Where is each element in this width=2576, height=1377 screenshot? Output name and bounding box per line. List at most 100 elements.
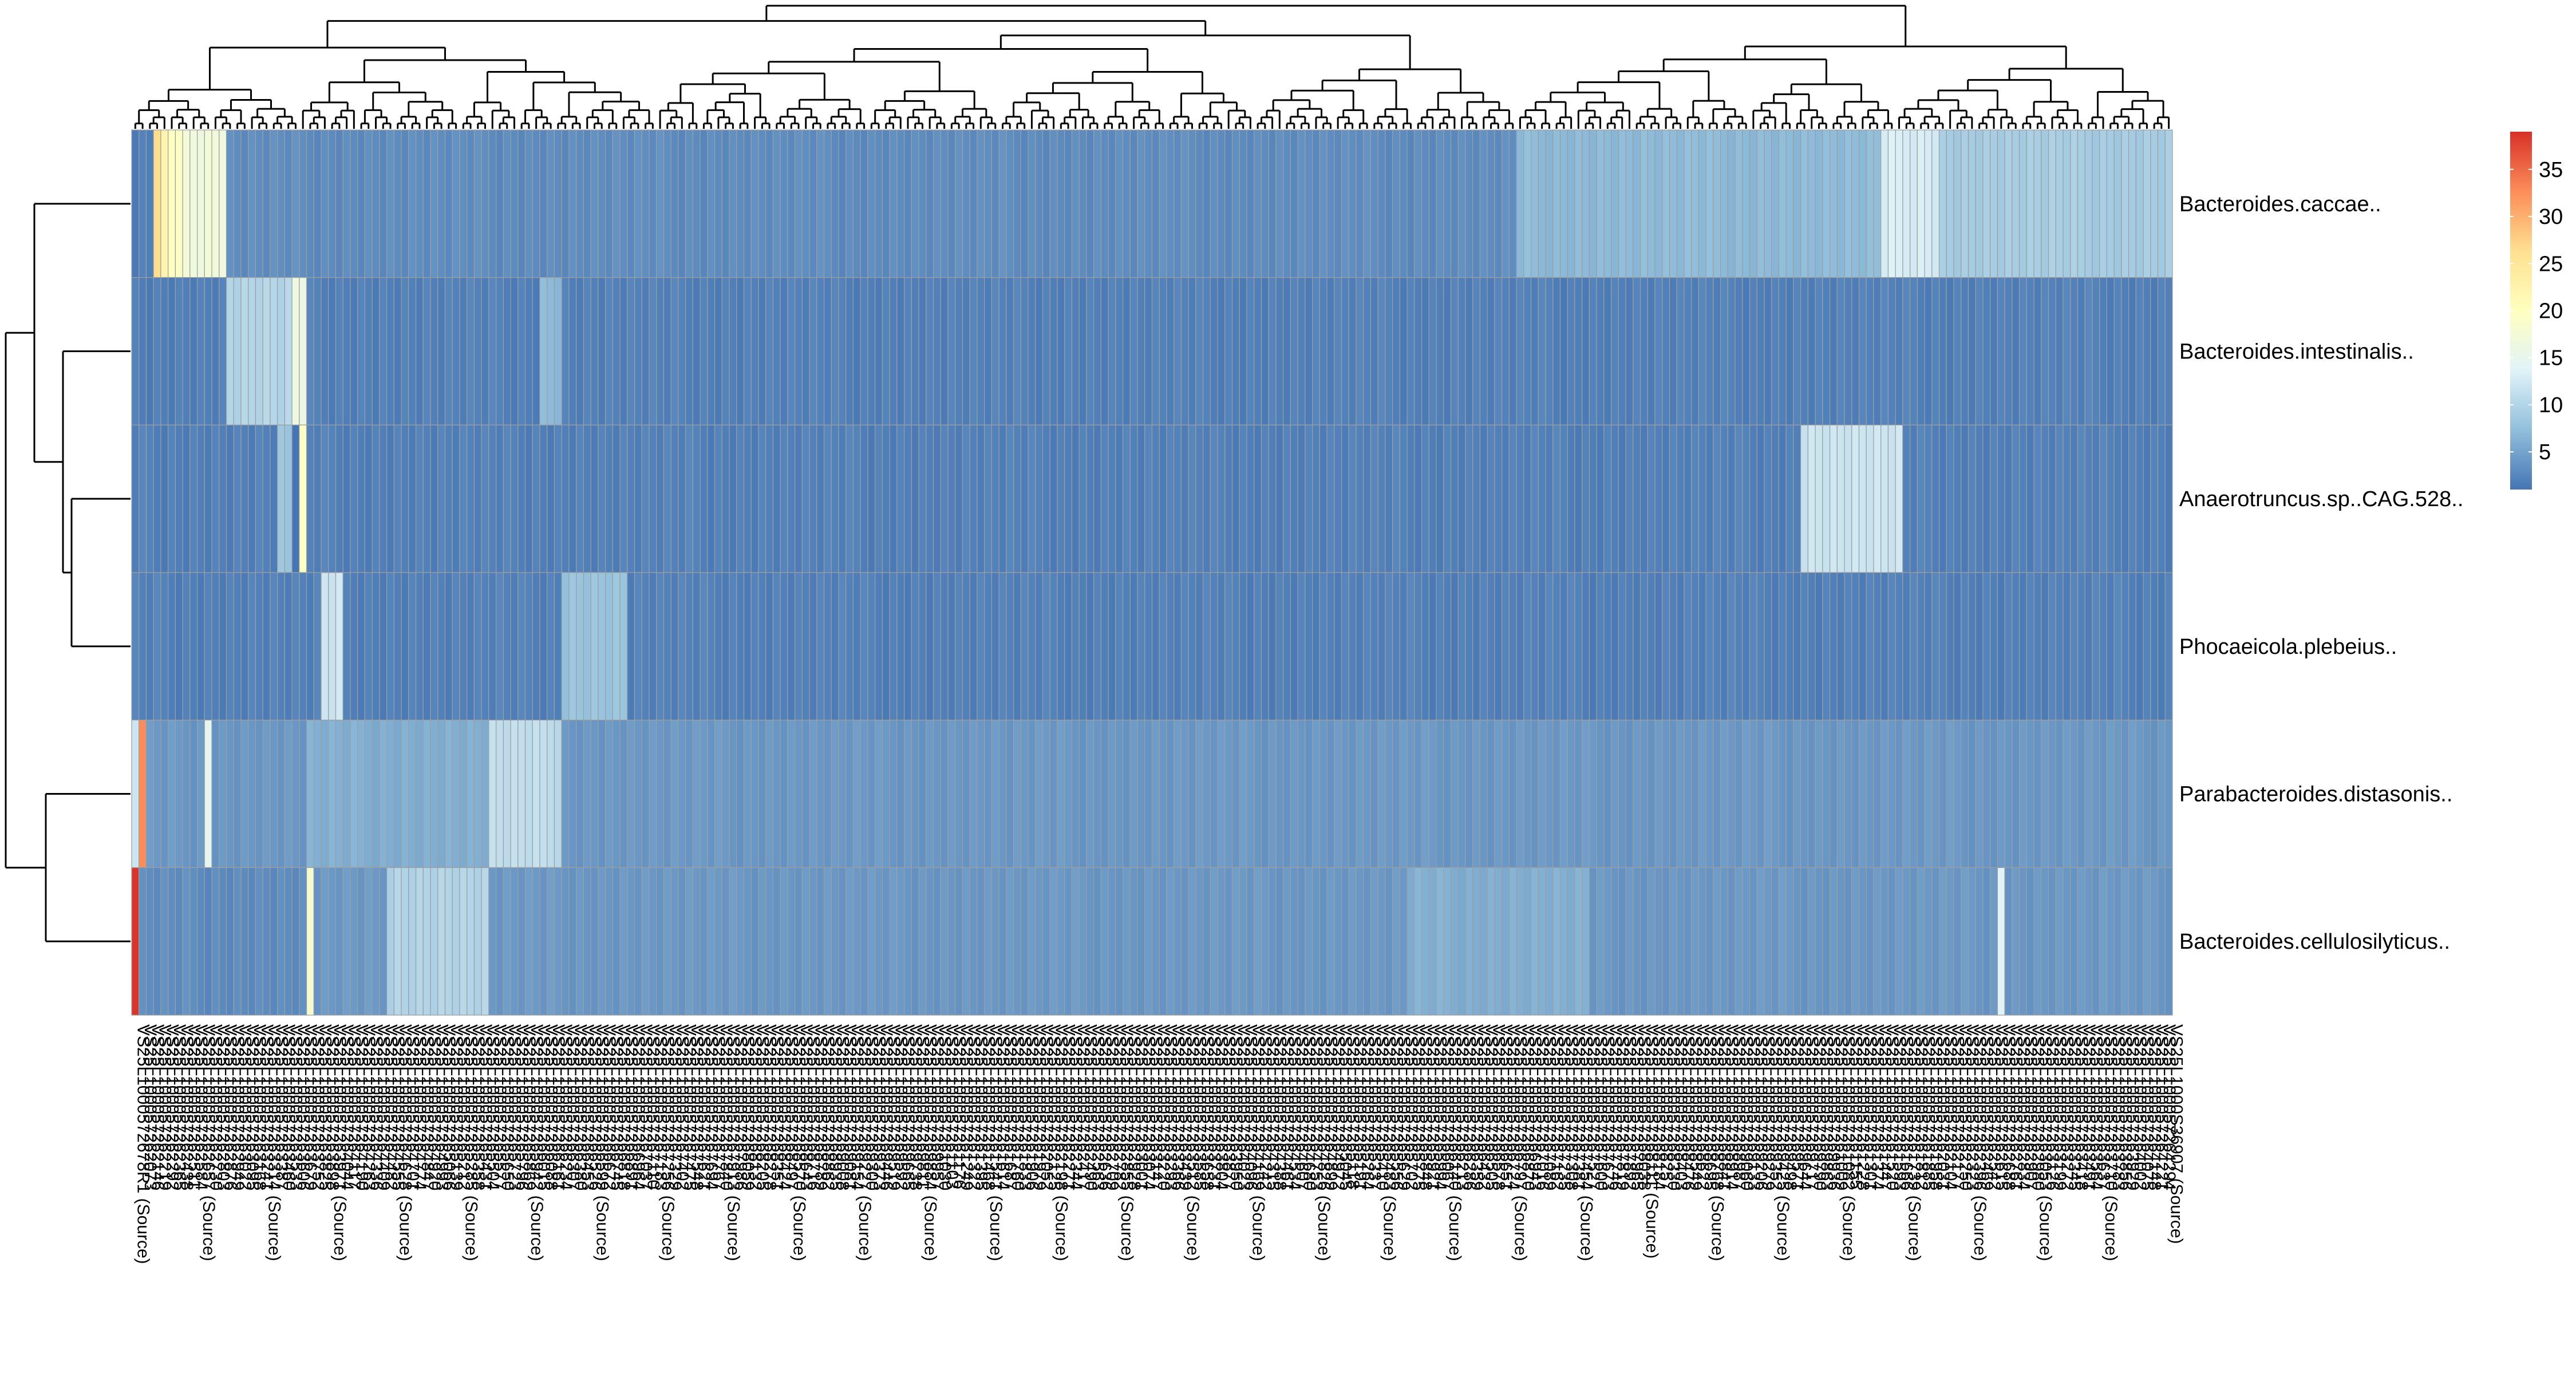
column-label: VS25L100057267746 — [1606, 1024, 1625, 1190]
heatmap-cell — [860, 424, 868, 573]
heatmap-cell — [393, 424, 402, 573]
heatmap-cell — [867, 424, 876, 573]
heatmap-cell — [2048, 129, 2056, 278]
heatmap-cell — [226, 424, 234, 573]
heatmap-cell — [350, 572, 358, 721]
heatmap-cell — [2143, 129, 2151, 278]
heatmap-cell — [2150, 424, 2159, 573]
heatmap-cell — [1815, 867, 1823, 1016]
heatmap-cell — [947, 720, 956, 868]
column-label: VS25L100057262125 — [1045, 1024, 1064, 1190]
heatmap-cell — [1807, 720, 1816, 868]
heatmap-cell — [1385, 424, 1393, 573]
heatmap-cell — [933, 277, 941, 425]
column-label: VS25L100057269936 — [1824, 1024, 1843, 1190]
heatmap-cell — [750, 572, 759, 721]
column-label: VS25L100057261009 — [1832, 1024, 1851, 1190]
heatmap-cell — [627, 424, 635, 573]
heatmap-cell — [598, 277, 606, 425]
heatmap-cell — [1866, 129, 1874, 278]
heatmap-cell — [1647, 129, 1656, 278]
heatmap-cell — [619, 572, 628, 721]
heatmap-cell — [1108, 424, 1116, 573]
heatmap-cell — [2033, 277, 2042, 425]
heatmap-cell — [1639, 867, 1648, 1016]
heatmap-cell — [1858, 572, 1867, 721]
heatmap-cell — [175, 572, 183, 721]
column-label: VS25L1000572678R1 (Source) — [133, 1024, 152, 1264]
heatmap-cell — [335, 867, 343, 1016]
heatmap-cell — [1647, 424, 1656, 573]
heatmap-cell — [496, 277, 504, 425]
heatmap-cell — [1035, 572, 1044, 721]
heatmap-cell — [510, 720, 519, 868]
heatmap-cell — [962, 129, 970, 278]
heatmap-cell — [1028, 277, 1036, 425]
heatmap-cell — [612, 720, 621, 868]
heatmap-cell — [1028, 867, 1036, 1016]
heatmap-cell — [415, 129, 424, 278]
heatmap-cell — [1071, 572, 1080, 721]
column-label: VS25L100057268059 — [738, 1024, 757, 1190]
heatmap-cell — [2041, 720, 2049, 868]
heatmap-cell — [1887, 129, 1896, 278]
heatmap-cell — [896, 720, 905, 868]
heatmap-cell — [1071, 720, 1080, 868]
heatmap-cell — [2084, 424, 2093, 573]
heatmap-cell — [1457, 867, 1466, 1016]
heatmap-cell — [1858, 424, 1867, 573]
heatmap-cell — [153, 424, 161, 573]
heatmap-cell — [488, 129, 497, 278]
heatmap-cell — [1268, 572, 1277, 721]
column-label: VS25L100057265410 — [1373, 1024, 1392, 1190]
heatmap-cell — [947, 867, 956, 1016]
heatmap-cell — [437, 867, 446, 1016]
heatmap-cell — [700, 129, 708, 278]
heatmap-cell — [2113, 424, 2122, 573]
heatmap-cell — [561, 867, 570, 1016]
heatmap-cell — [1129, 424, 1138, 573]
heatmap-cell — [1917, 129, 1925, 278]
heatmap-cell — [1370, 867, 1378, 1016]
column-label: VS25L100057266651 — [1496, 1024, 1515, 1190]
heatmap-cell — [1108, 867, 1116, 1016]
heatmap-cell — [1895, 720, 1903, 868]
heatmap-cell — [1057, 129, 1065, 278]
heatmap-cell — [1698, 867, 1706, 1016]
heatmap-cell — [554, 720, 562, 868]
column-label: VS25L100057262073 — [141, 1024, 160, 1190]
heatmap-cell — [692, 277, 701, 425]
heatmap-cell — [1735, 572, 1743, 721]
heatmap-cell — [1508, 424, 1517, 573]
heatmap-cell — [226, 572, 234, 721]
heatmap-cell — [1552, 129, 1561, 278]
heatmap-cell — [1735, 867, 1743, 1016]
column-label: VS25L100057264023 — [1234, 1024, 1253, 1190]
heatmap-cell — [998, 867, 1007, 1016]
heatmap-cell — [1006, 720, 1014, 868]
heatmap-cell — [1727, 867, 1736, 1016]
heatmap-cell — [1800, 424, 1808, 573]
heatmap-cell — [1450, 277, 1459, 425]
heatmap-cell — [364, 572, 373, 721]
heatmap-cell — [780, 129, 788, 278]
column-label: VS25L100057262615 — [1992, 1024, 2011, 1190]
heatmap-cell — [299, 572, 307, 721]
heatmap-cell — [1239, 867, 1247, 1016]
heatmap-cell — [1800, 277, 1808, 425]
column-label: VS25L100057262511 — [184, 1024, 203, 1189]
heatmap-cell — [321, 277, 329, 425]
heatmap-cell — [1997, 424, 2005, 573]
heatmap-cell — [328, 129, 337, 278]
heatmap-cell — [692, 572, 701, 721]
heatmap-cell — [1793, 572, 1801, 721]
heatmap-cell — [955, 572, 963, 721]
heatmap-cell — [1042, 572, 1050, 721]
heatmap-cell — [1749, 277, 1757, 425]
column-dendrogram — [134, 5, 2170, 129]
heatmap-cell — [2092, 572, 2100, 721]
column-label: VS25L100057267235 — [1555, 1024, 1574, 1190]
heatmap-cell — [196, 720, 205, 868]
column-label: VS25L100057269227 (Source) — [855, 1024, 874, 1261]
column-label: VS25L100057269498 — [1781, 1024, 1800, 1190]
